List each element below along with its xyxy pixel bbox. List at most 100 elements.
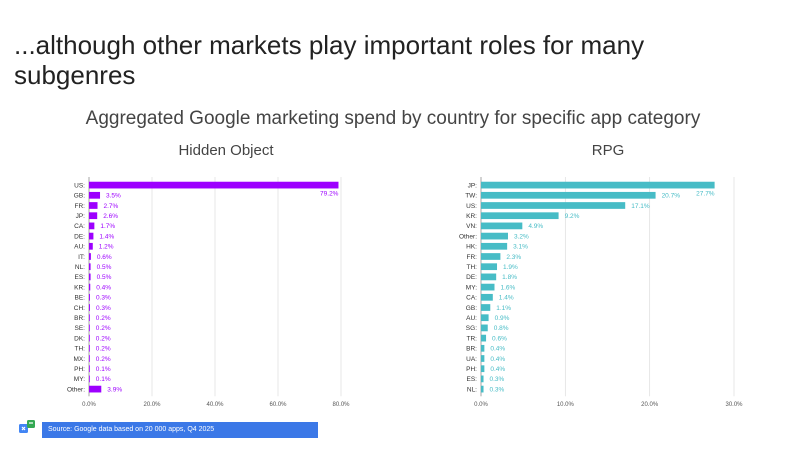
hidden-object-chart: 0.0% 20.0% 40.0% 60.0% 80.0% US: 79.2% GB: 3.5% F… bbox=[67, 177, 350, 408]
hidden-object-category-label: FR: bbox=[75, 203, 86, 210]
hidden-object-value-label: 0.6% bbox=[97, 254, 112, 261]
hidden-object-value-label: 0.2% bbox=[96, 325, 111, 332]
rpg-category-label: CA: bbox=[466, 295, 477, 302]
rpg-category-label: VN: bbox=[466, 223, 477, 230]
rpg-bar bbox=[481, 324, 488, 332]
hidden-object-value-label: 1.4% bbox=[99, 233, 114, 240]
rpg-category-label: GB: bbox=[466, 305, 477, 312]
rpg-category-label: TH: bbox=[467, 264, 478, 271]
hidden-object-category-label: IT: bbox=[78, 254, 85, 261]
hidden-object-bar bbox=[89, 365, 90, 373]
hidden-object-category-label: BE: bbox=[75, 295, 86, 302]
rpg-bar bbox=[481, 181, 715, 189]
rpg-bar bbox=[481, 212, 559, 220]
rpg-category-label: AU: bbox=[466, 315, 477, 322]
hidden-object-value-label: 2.7% bbox=[104, 203, 119, 210]
rpg-value-label: 3.2% bbox=[514, 233, 529, 240]
rpg-category-label: PH: bbox=[466, 366, 477, 373]
hidden-object-category-label: MX: bbox=[73, 356, 85, 363]
rpg-value-label: 1.9% bbox=[503, 264, 518, 271]
hidden-object-bar bbox=[89, 202, 98, 209]
rpg-bar bbox=[481, 242, 508, 250]
rpg-category-label: NL: bbox=[467, 386, 477, 393]
rpg-x-tick-label: 20.0% bbox=[641, 402, 659, 408]
rpg-value-label: 4.9% bbox=[528, 223, 543, 230]
rpg-value-label: 9.2% bbox=[565, 213, 580, 220]
hidden-object-value-label: 0.1% bbox=[96, 366, 111, 373]
hidden-object-category-label: MY: bbox=[74, 376, 85, 383]
rpg-bar bbox=[481, 263, 498, 271]
rpg-x-tick-label: 30.0% bbox=[725, 402, 743, 408]
hidden-object-chart-title: Hidden Object bbox=[178, 142, 274, 159]
hidden-object-value-label: 0.3% bbox=[96, 305, 111, 312]
hidden-object-value-label: 0.2% bbox=[96, 335, 111, 342]
hidden-object-category-label: CA: bbox=[74, 223, 85, 230]
hidden-object-x-tick-label: 60.0% bbox=[269, 402, 287, 408]
hidden-object-x-tick-label: 40.0% bbox=[206, 402, 224, 408]
rpg-x-tick-label: 10.0% bbox=[557, 402, 575, 408]
rpg-bar bbox=[481, 385, 484, 393]
hidden-object-category-label: TH: bbox=[75, 346, 86, 353]
hidden-object-bar bbox=[89, 222, 95, 230]
rpg-value-label: 0.4% bbox=[490, 346, 505, 353]
hidden-object-value-label: 1.2% bbox=[99, 244, 114, 251]
rpg-value-label: 1.1% bbox=[496, 305, 511, 312]
rpg-bar bbox=[481, 365, 485, 373]
hidden-object-value-label: 0.4% bbox=[96, 284, 111, 291]
hidden-object-category-label: BR: bbox=[74, 315, 85, 322]
rpg-bar bbox=[481, 222, 523, 230]
rpg-value-label: 20.7% bbox=[662, 193, 681, 200]
hidden-object-value-label: 3.5% bbox=[106, 193, 121, 200]
rpg-bar bbox=[481, 355, 485, 362]
hidden-object-category-label: DK: bbox=[74, 335, 85, 342]
rpg-category-label: BR: bbox=[466, 346, 477, 353]
hidden-object-category-label: GB: bbox=[74, 193, 85, 200]
rpg-category-label: UA: bbox=[466, 356, 477, 363]
rpg-category-label: MY: bbox=[466, 284, 477, 291]
hidden-object-x-tick-label: 80.0% bbox=[332, 402, 350, 408]
rpg-bar bbox=[481, 191, 656, 199]
hidden-object-value-label: 0.5% bbox=[97, 274, 112, 281]
hidden-object-value-label: 79.2% bbox=[320, 190, 339, 197]
rpg-bar bbox=[481, 334, 487, 342]
hidden-object-category-label: JP: bbox=[76, 213, 86, 220]
rpg-bar bbox=[481, 344, 485, 352]
hidden-object-category-label: AU: bbox=[74, 244, 85, 251]
hidden-object-bar bbox=[89, 334, 90, 342]
rpg-category-label: TR: bbox=[467, 335, 478, 342]
hidden-object-value-label: 3.9% bbox=[107, 386, 122, 393]
rpg-category-label: HK: bbox=[466, 244, 477, 251]
hidden-object-category-label: NL: bbox=[75, 264, 85, 271]
hidden-object-bar bbox=[89, 355, 90, 362]
hidden-object-bar bbox=[89, 283, 91, 291]
hidden-object-category-label: US: bbox=[74, 182, 85, 189]
rpg-bar bbox=[481, 375, 484, 383]
rpg-category-label: Other: bbox=[459, 233, 477, 240]
rpg-value-label: 1.8% bbox=[502, 274, 517, 281]
hidden-object-value-label: 0.3% bbox=[96, 295, 111, 302]
hidden-object-bar bbox=[89, 191, 101, 199]
hidden-object-value-label: 0.2% bbox=[96, 356, 111, 363]
hidden-object-bar bbox=[89, 293, 90, 301]
rpg-value-label: 0.4% bbox=[490, 356, 505, 363]
hidden-object-bar bbox=[89, 324, 90, 332]
rpg-category-label: JP: bbox=[468, 182, 478, 189]
hidden-object-bar bbox=[89, 212, 98, 220]
hidden-object-bar bbox=[89, 273, 91, 281]
hidden-object-category-label: PH: bbox=[74, 366, 85, 373]
hidden-object-category-label: SE: bbox=[75, 325, 86, 332]
rpg-category-label: TW: bbox=[465, 193, 477, 200]
hidden-object-bar bbox=[89, 304, 90, 311]
source-note: Source: Google data based on 20 000 apps… bbox=[42, 422, 318, 438]
rpg-value-label: 3.1% bbox=[513, 244, 528, 251]
hidden-object-category-label: KR: bbox=[74, 284, 85, 291]
rpg-bar bbox=[481, 202, 626, 209]
hidden-object-bar bbox=[89, 242, 93, 250]
rpg-value-label: 0.3% bbox=[490, 376, 505, 383]
rpg-category-label: US: bbox=[466, 203, 477, 210]
rpg-category-label: KR: bbox=[466, 213, 477, 220]
rpg-category-label: SG: bbox=[466, 325, 477, 332]
rpg-value-label: 0.9% bbox=[495, 315, 510, 322]
hidden-object-value-label: 0.2% bbox=[96, 346, 111, 353]
hidden-object-bar bbox=[89, 314, 90, 322]
